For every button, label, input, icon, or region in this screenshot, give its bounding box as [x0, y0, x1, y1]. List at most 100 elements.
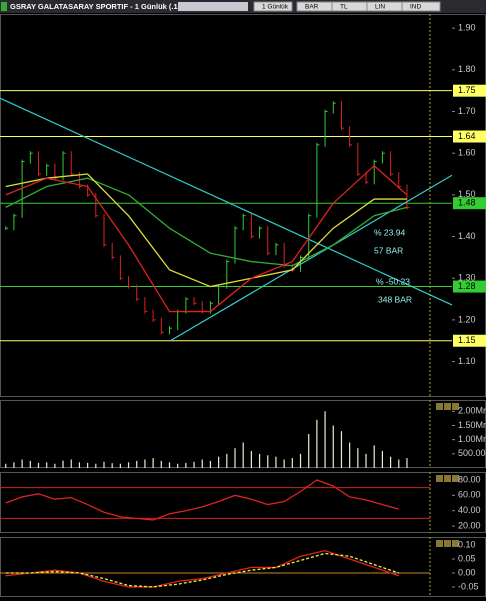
y-tick-label: 1.00Mr — [458, 434, 486, 444]
pane-button[interactable] — [444, 475, 451, 482]
level-label-box — [453, 130, 486, 143]
volume-bar — [119, 463, 121, 468]
price-bar — [152, 309, 156, 322]
indicator-line — [5, 552, 399, 588]
pane-button[interactable] — [436, 403, 443, 410]
toolbar-button-label[interactable]: TL — [340, 4, 348, 11]
toolbar-button-label[interactable]: IND — [410, 4, 422, 11]
y-tick-label: -0.05 — [458, 581, 479, 591]
price-bar — [250, 213, 254, 239]
price-bar — [160, 317, 164, 335]
price-bar — [332, 101, 336, 114]
price-bar — [365, 172, 369, 185]
toolbar-button-label[interactable]: 1 Günlük — [262, 4, 289, 11]
pane-button[interactable] — [452, 540, 459, 547]
volume-bar — [332, 425, 334, 468]
level-label: 1.75 — [458, 85, 476, 95]
toolbar-icon[interactable] — [1, 2, 7, 11]
volume-bar — [373, 445, 375, 468]
volume-bar — [111, 463, 113, 468]
toolbar-button-label[interactable]: LIN — [375, 4, 385, 11]
price-bar — [275, 242, 279, 256]
price-bar — [193, 297, 197, 306]
y-tick-label: 1.50Mr — [458, 420, 486, 430]
y-tick-label: 80.00 — [458, 474, 481, 484]
level-label: 1.48 — [458, 198, 476, 208]
level-label: 1.15 — [458, 335, 476, 345]
price-bar — [144, 297, 148, 314]
pane-button[interactable] — [444, 403, 451, 410]
price-bar — [185, 297, 189, 314]
volume-bar — [242, 442, 244, 468]
toolbar-button[interactable] — [331, 1, 371, 12]
price-bar — [406, 184, 410, 210]
price-bar — [349, 126, 353, 147]
y-tick-label: 1.90 — [458, 23, 476, 33]
toolbar-button[interactable] — [401, 1, 441, 12]
y-tick-label: 1.40 — [458, 231, 476, 241]
volume-bar — [398, 459, 400, 468]
pane-button[interactable] — [452, 475, 459, 482]
volume-bar — [275, 456, 277, 468]
pane-button[interactable] — [436, 475, 443, 482]
toolbar-button[interactable] — [366, 1, 406, 12]
y-tick-label: 500.00M — [458, 448, 486, 458]
price-bar — [70, 151, 74, 177]
price-bar — [111, 242, 115, 260]
y-tick-label: 60.00 — [458, 490, 481, 500]
volume-bar — [13, 462, 15, 468]
price-bar — [128, 276, 132, 289]
volume-bar — [70, 459, 72, 468]
volume-bar — [389, 456, 392, 468]
price-bar — [381, 151, 385, 164]
volume-bar — [87, 462, 89, 468]
toolbar-icons[interactable] — [178, 2, 248, 11]
volume-bar — [144, 459, 146, 468]
volume-bar — [103, 461, 105, 468]
volume-bar — [193, 461, 195, 468]
y-tick-label: 40.00 — [458, 505, 481, 515]
price-bar — [29, 151, 33, 164]
price-bar — [398, 172, 402, 189]
volume-bar — [152, 458, 154, 468]
volume-bar — [291, 458, 293, 468]
toolbar-button[interactable] — [253, 1, 293, 12]
indicator-line — [5, 479, 399, 521]
volume-bar — [78, 462, 81, 468]
y-tick-label: 2.00Mr — [458, 406, 486, 416]
trend-line — [170, 174, 453, 342]
volume-bar — [406, 458, 408, 468]
y-tick-label: 1.20 — [458, 314, 476, 324]
y-tick-label: 1.30 — [458, 273, 476, 283]
volume-bar — [267, 455, 269, 468]
price-bar — [308, 213, 312, 260]
volume-bar — [324, 411, 326, 468]
pane-button[interactable] — [436, 540, 443, 547]
annotation: % -50.23 — [376, 276, 410, 286]
annotation: 348 BAR — [378, 294, 412, 304]
volume-bar — [357, 448, 359, 468]
level-label-box — [453, 334, 486, 347]
volume-bar — [226, 453, 228, 468]
toolbar-button-label[interactable]: BAR — [305, 4, 319, 11]
pane-button[interactable] — [452, 403, 459, 410]
annotation: % 23.94 — [374, 227, 405, 237]
price-bar — [62, 151, 66, 181]
pane-button[interactable] — [444, 540, 451, 547]
indicator-line — [5, 173, 407, 288]
price-bar — [259, 226, 263, 239]
volume-bar — [95, 463, 97, 468]
price-bar — [242, 213, 246, 231]
volume-bar — [5, 463, 7, 468]
volume-bar — [381, 451, 383, 468]
price-bar — [13, 213, 17, 231]
price-bar — [37, 151, 41, 177]
volume-bar — [349, 442, 351, 468]
level-label-box — [453, 280, 486, 293]
price-bar — [136, 284, 140, 302]
level-label-box — [453, 84, 486, 97]
price-bar — [95, 192, 99, 218]
price-bar — [357, 142, 361, 177]
